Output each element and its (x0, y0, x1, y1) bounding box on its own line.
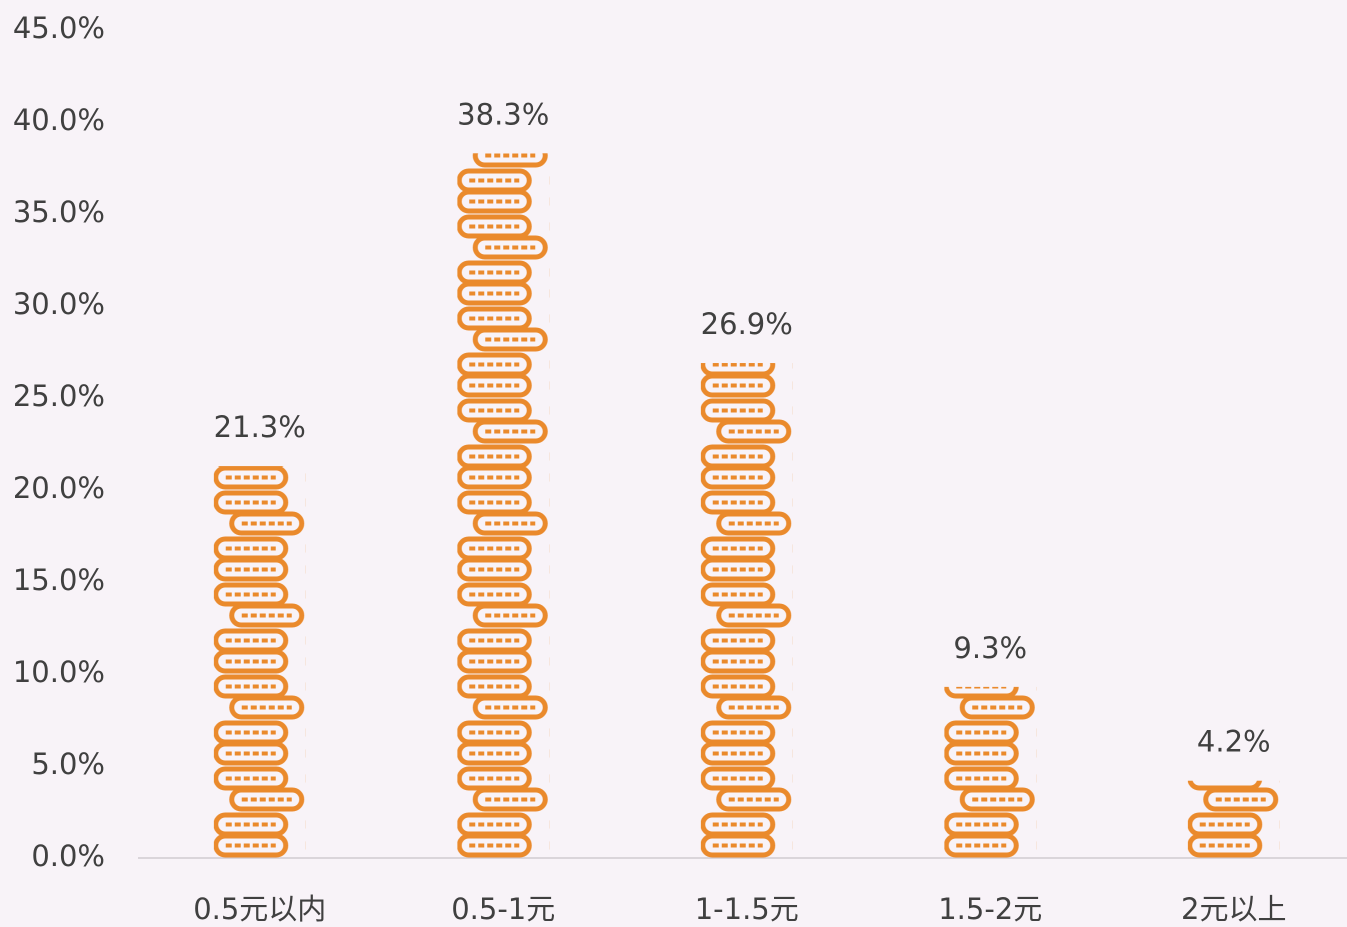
value-label: 21.3% (214, 410, 306, 444)
bar (1187, 780, 1280, 858)
y-tick-label: 45.0% (13, 11, 105, 45)
bar (213, 466, 306, 858)
bar (700, 363, 793, 858)
y-tick-label: 5.0% (31, 747, 105, 781)
x-tick-label: 2元以上 (1181, 892, 1286, 926)
bar (944, 686, 1037, 858)
value-label: 4.2% (1197, 725, 1271, 759)
x-tick-label: 1.5-2元 (938, 892, 1042, 926)
y-tick-label: 15.0% (13, 563, 105, 597)
value-label: 38.3% (457, 97, 549, 131)
y-tick-label: 40.0% (13, 103, 105, 137)
y-tick-label: 10.0% (13, 655, 105, 689)
x-tick-label: 0.5元以内 (193, 892, 326, 926)
value-label: 9.3% (953, 631, 1027, 665)
y-tick-label: 20.0% (13, 471, 105, 505)
y-tick-label: 35.0% (13, 195, 105, 229)
x-tick-label: 1-1.5元 (695, 892, 799, 926)
y-tick-label: 30.0% (13, 287, 105, 321)
y-tick-label: 25.0% (13, 379, 105, 413)
y-tick-label: 0.0% (31, 839, 105, 873)
x-tick-label: 0.5-1元 (451, 892, 555, 926)
value-label: 26.9% (701, 307, 793, 341)
bar (457, 153, 550, 858)
